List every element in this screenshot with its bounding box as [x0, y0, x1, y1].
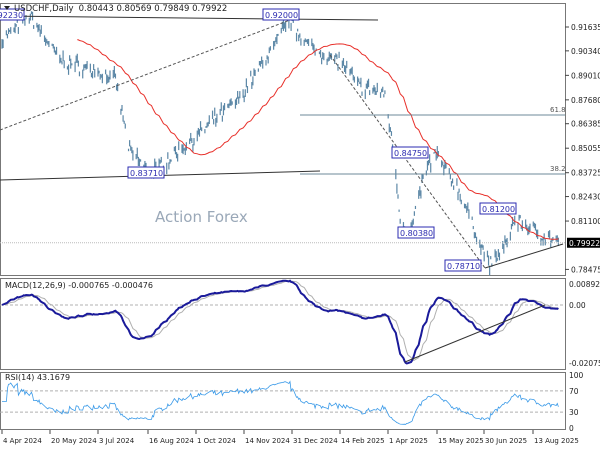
price-annotation-box: [262, 8, 300, 21]
price-tick-label: 0.85055: [571, 144, 600, 153]
price-annotation: 0.84750: [394, 149, 427, 158]
price-annotation: 0.80380: [400, 229, 433, 238]
time-tick-label: 20 May 2024: [51, 437, 97, 445]
main-pane-frame: [0, 3, 566, 276]
macd-trendline: [404, 304, 546, 363]
time-tick-label: 4 Apr 2024: [3, 437, 42, 445]
macd-pane-frame: [0, 278, 566, 370]
time-tick-label: 14 Nov 2024: [245, 437, 290, 445]
price-annotation: 0.81200: [482, 205, 515, 214]
resistance-trendline: [0, 15, 379, 21]
price-tick-label: 0.91635: [571, 23, 600, 32]
current-price-tag: [567, 237, 600, 248]
rsi-tick-label: 70: [569, 387, 579, 396]
price-tick-label: 0.87680: [571, 96, 600, 105]
dashed-channel-line: [0, 19, 291, 131]
time-tick-label: 3 Jul 2024: [99, 437, 135, 445]
time-tick-label: 15 May 2025: [438, 437, 484, 445]
price-tick-label: 0.81100: [571, 217, 600, 226]
fib-level-label: 61.8: [550, 106, 566, 114]
time-tick-label: 14 Feb 2025: [341, 437, 385, 445]
price-annotation-box: [0, 8, 25, 21]
time-tick-label: 13 Aug 2025: [534, 437, 579, 445]
moving-average-line: [77, 39, 559, 240]
price-annotation: 0.83710: [130, 169, 163, 178]
time-tick-label: 16 Aug 2024: [149, 437, 194, 445]
macd-signal-line: [1, 280, 559, 361]
rsi-pane-frame: [0, 372, 566, 430]
price-annotation: 0.92230: [0, 11, 23, 20]
rsi-title: RSI(14) 43.1679: [5, 373, 70, 382]
rsi-tick-label: 0: [569, 424, 574, 433]
price-annotation-box: [479, 202, 517, 215]
dashed-trendline: [329, 54, 486, 269]
macd-tick-label: 0.00: [569, 301, 586, 310]
time-tick-label: 1 Oct 2024: [197, 437, 236, 445]
current-price-label: 0.79922: [569, 239, 600, 248]
price-tick-label: 0.89010: [571, 71, 600, 80]
symbol-label: USDCHF,Daily: [14, 4, 74, 14]
price-tick-label: 0.78475: [571, 265, 600, 274]
price-tick-label: 0.86385: [571, 120, 600, 129]
macd-title: MACD(12,26,9) -0.000765 -0.000476: [5, 281, 153, 290]
rsi-tick-label: 100: [569, 371, 584, 380]
price-tick-label: 0.90340: [571, 47, 600, 56]
price-tick-label: 0.82430: [571, 193, 600, 202]
macd-tick-label: -0.020759: [569, 359, 600, 368]
dropdown-triangle-icon[interactable]: [4, 6, 10, 10]
price-tick-label: 0.83725: [571, 169, 600, 178]
price-annotation-box: [127, 166, 165, 179]
watermark: Action Forex: [155, 208, 248, 226]
rising-trendline: [484, 243, 564, 269]
chart-header: USDCHF,Daily 0.80443 0.80569 0.79849 0.79…: [14, 4, 227, 14]
rsi-tick-label: 30: [569, 408, 579, 417]
time-tick-label: 31 Dec 2024: [293, 437, 338, 445]
price-annotation: 0.92000: [265, 11, 298, 20]
price-annotation-box: [391, 146, 429, 159]
time-tick-label: 1 Apr 2025: [389, 437, 428, 445]
macd-tick-label: 0.008923: [569, 280, 600, 289]
price-annotation-box: [397, 226, 435, 239]
price-annotation: 0.78710: [447, 262, 480, 271]
rsi-line: [2, 380, 559, 425]
ohlc-values: 0.80443 0.80569 0.79849 0.79922: [79, 4, 228, 14]
price-annotation-box: [444, 259, 482, 272]
time-tick-label: 30 Jun 2025: [485, 437, 527, 445]
fib-level-label: 38.2: [550, 165, 566, 173]
macd-line: [1, 279, 559, 365]
